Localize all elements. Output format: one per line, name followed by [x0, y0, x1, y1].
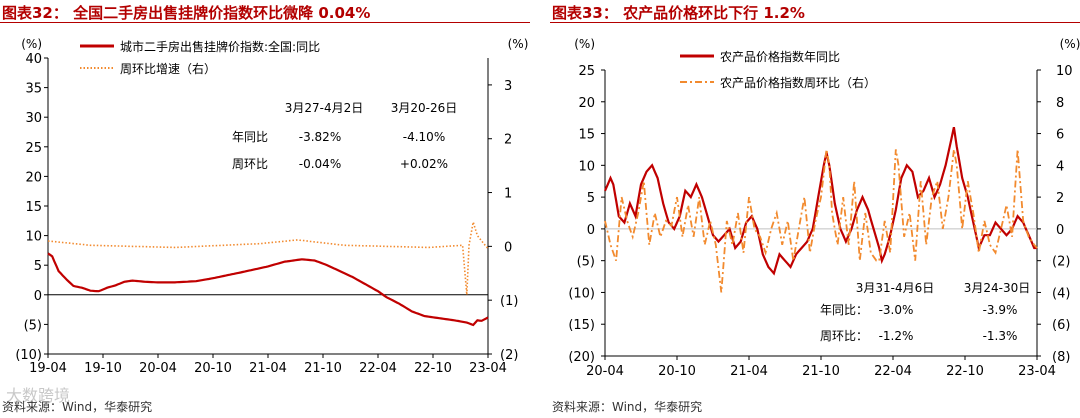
- annotation-header: 3月24-30日: [964, 281, 1031, 295]
- left-axis-unit: (%): [21, 37, 42, 51]
- right-tick-label: 6: [1056, 128, 1064, 143]
- x-tick-label: 21-04: [730, 364, 768, 379]
- annotation-row-label: 周环比: [232, 157, 268, 171]
- annotation-header: 3月31-4月6日: [856, 281, 935, 295]
- left-tick-label: 0: [587, 223, 595, 238]
- left-tick-label: 15: [578, 128, 595, 143]
- x-tick-label: 21-04: [249, 361, 287, 376]
- left-tick-label: 15: [25, 200, 42, 215]
- title-underline: [0, 22, 530, 23]
- left-tick-label: 20: [578, 96, 595, 111]
- chart-panel-2: 图表33： 农产品价格环比下行 1.2% (%) (%) 25 20 15 10 5 0 (5)…: [550, 0, 1080, 418]
- left-tick-label: (5): [24, 318, 42, 333]
- right-tick-label: 10: [1056, 64, 1073, 79]
- annotation-row-label: 年同比：: [820, 303, 868, 317]
- legend-label-1: 城市二手房出售挂牌价指数:全国:同比: [120, 39, 320, 54]
- x-tick-label: 20-04: [139, 361, 177, 376]
- left-tick-label: (20): [568, 350, 595, 365]
- chart-title: 图表32： 全国二手房出售挂牌价指数环比微降 0.04%: [2, 4, 371, 22]
- right-tick-label: (2): [500, 348, 518, 363]
- x-tick-label: 22-04: [874, 364, 912, 379]
- left-tick-label: 20: [25, 170, 42, 185]
- annotation-value-latest: -0.04%: [299, 157, 341, 171]
- x-tick-label: 19-04: [29, 361, 67, 376]
- watermark: 大数跨境: [6, 386, 71, 405]
- legend-label-2: 周环比增速（右）: [120, 61, 216, 76]
- right-tick-label: 0: [504, 240, 512, 255]
- left-tick-label: (5): [577, 255, 595, 270]
- annotation-header: 3月27-4月2日: [285, 101, 364, 115]
- right-tick-label: 4: [1056, 159, 1064, 174]
- left-tick-label: 0: [34, 289, 42, 304]
- annotation-value-prior: -1.3%: [983, 329, 1018, 343]
- x-tick-label: 21-10: [304, 361, 342, 376]
- annotation-value-prior: -3.9%: [983, 303, 1018, 317]
- right-tick-label: 3: [504, 79, 512, 94]
- chart-panel-1: 图表32： 全国二手房出售挂牌价指数环比微降 0.04% (%) (%) 40 35 3…: [0, 0, 530, 418]
- left-tick-label: (15): [568, 318, 595, 333]
- right-tick-label: (1): [500, 294, 518, 309]
- x-tick-label: 21-10: [802, 364, 840, 379]
- annotation-row-label: 年同比: [232, 130, 268, 144]
- x-tick-label: 19-10: [84, 361, 122, 376]
- right-tick-label: (8): [1052, 350, 1070, 365]
- right-axis-unit: (%): [1060, 37, 1080, 51]
- x-tick-label: 22-10: [946, 364, 984, 379]
- annotation-value-prior: -4.10%: [403, 130, 445, 144]
- x-tick-label: 20-10: [194, 361, 232, 376]
- left-tick-label: 10: [25, 230, 42, 245]
- legend-label-1: 农产品价格指数年同比: [720, 49, 840, 64]
- chart-source: 资料来源：Wind，华泰研究: [2, 400, 153, 414]
- right-tick-label: 2: [1056, 191, 1064, 206]
- left-tick-label: 5: [587, 191, 595, 206]
- x-tick-label: 22-04: [359, 361, 397, 376]
- series-line-2: [47, 221, 489, 295]
- annotation-row-label: 周环比：: [820, 329, 868, 343]
- chart-2-svg: (%) (%)2520151050(5)(10)(15)(20)1086420(2…: [568, 37, 1080, 379]
- annotation-value-latest: -3.82%: [299, 130, 341, 144]
- left-tick-label: 30: [25, 111, 42, 126]
- right-tick-label: 1: [504, 187, 512, 202]
- x-tick-label: 20-04: [586, 364, 624, 379]
- left-tick-label: 25: [25, 141, 42, 156]
- chart-title: 图表33： 农产品价格环比下行 1.2%: [552, 4, 805, 22]
- left-tick-label: 35: [25, 82, 42, 97]
- annotation-header: 3月20-26日: [391, 101, 458, 115]
- right-tick-label: (6): [1052, 318, 1070, 333]
- right-axis-unit: (%): [508, 37, 529, 51]
- left-axis-unit: (%): [574, 37, 595, 51]
- chart-1-svg: (%) (%)4035302520151050(5)(10)3210(1)(2)1…: [15, 37, 529, 376]
- right-tick-label: 2: [504, 133, 512, 148]
- left-tick-label: 40: [25, 52, 42, 67]
- left-tick-label: (10): [568, 286, 595, 301]
- x-tick-label: 20-10: [658, 364, 696, 379]
- x-tick-label: 23-04: [469, 361, 507, 376]
- annotation-value-latest: -1.2%: [879, 329, 914, 343]
- right-tick-label: 8: [1056, 96, 1064, 111]
- series-line-2: [604, 149, 1038, 293]
- chart-source: 资料来源：Wind，华泰研究: [552, 400, 703, 414]
- annotation-value-latest: -3.0%: [879, 303, 914, 317]
- right-tick-label: (2): [1052, 255, 1070, 270]
- left-tick-label: (10): [15, 348, 42, 363]
- right-tick-label: (4): [1052, 286, 1070, 301]
- title-underline: [550, 22, 1080, 23]
- x-tick-label: 22-10: [414, 361, 452, 376]
- annotation-value-prior: +0.02%: [400, 157, 448, 171]
- left-tick-label: 5: [34, 259, 42, 274]
- left-tick-label: 25: [578, 64, 595, 79]
- legend-label-2: 农产品价格指数周环比（右）: [720, 75, 876, 90]
- series-line-1: [603, 126, 1037, 276]
- series-line-1: [47, 252, 489, 327]
- right-tick-label: 0: [1056, 223, 1064, 238]
- left-tick-label: 10: [578, 159, 595, 174]
- x-tick-label: 23-04: [1018, 364, 1056, 379]
